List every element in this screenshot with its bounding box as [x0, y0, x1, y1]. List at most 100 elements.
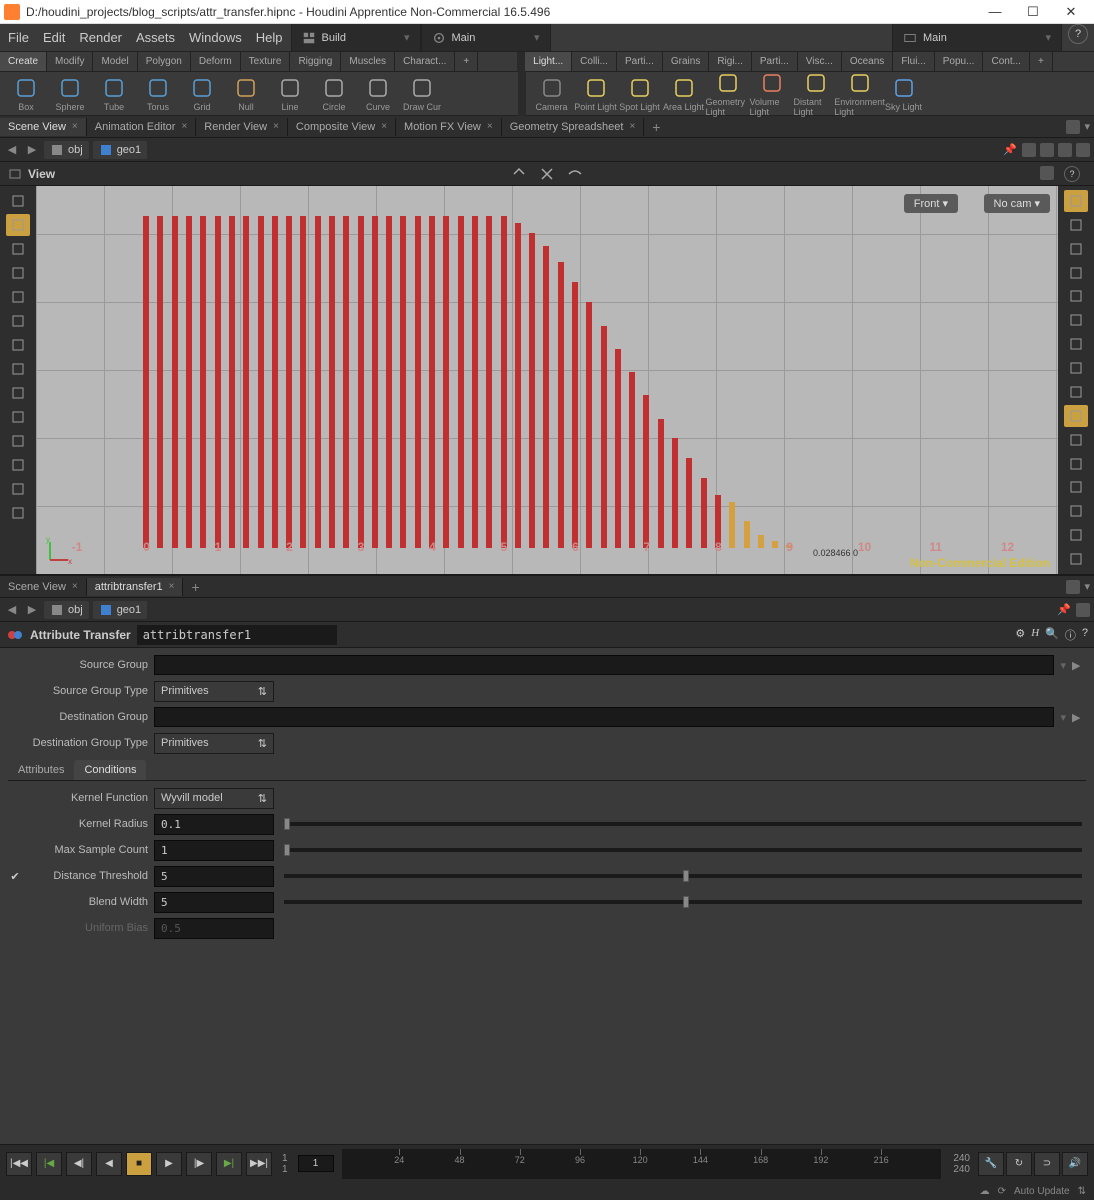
- maximize-button[interactable]: ☐: [1022, 1, 1044, 23]
- pane-tab-render-view[interactable]: Render View×: [196, 118, 288, 136]
- menu-file[interactable]: File: [8, 30, 29, 45]
- nav-back[interactable]: ◀: [4, 142, 20, 158]
- menu-edit[interactable]: Edit: [43, 30, 65, 45]
- view-help-icon[interactable]: ?: [1064, 166, 1080, 182]
- source-group-field[interactable]: [154, 655, 1054, 675]
- tool-environment-light[interactable]: Environment Light: [838, 74, 882, 113]
- vp-left-tools-9[interactable]: [6, 406, 30, 428]
- timeline-ruler[interactable]: 24487296120144168192216: [342, 1149, 942, 1179]
- vp-left-tools-13[interactable]: [6, 502, 30, 524]
- stop-button[interactable]: ■: [126, 1152, 152, 1176]
- vp-left-tools-3[interactable]: [6, 262, 30, 284]
- play-reverse-button[interactable]: ◀: [96, 1152, 122, 1176]
- tool-area-light[interactable]: Area Light: [662, 74, 706, 113]
- kernel-radius-slider[interactable]: [284, 822, 1082, 826]
- search-icon[interactable]: 🔍: [1045, 627, 1059, 643]
- vp-right-tools-4[interactable]: [1064, 286, 1088, 308]
- shelf-add-tab[interactable]: +: [1030, 52, 1053, 71]
- pathbar-icon2[interactable]: [1040, 143, 1054, 157]
- view-right-icon1[interactable]: [1040, 166, 1054, 180]
- distance-threshold-check[interactable]: ✔: [8, 869, 22, 883]
- shelf-tab-muscles[interactable]: Muscles: [341, 52, 395, 71]
- shelf-tab-flui[interactable]: Flui...: [893, 52, 934, 71]
- tool-geometry-light[interactable]: Geometry Light: [706, 74, 750, 113]
- vp-right-tools-8[interactable]: [1064, 381, 1088, 403]
- vp-left-tools-5[interactable]: [6, 310, 30, 332]
- path-geo1[interactable]: geo1: [93, 601, 147, 619]
- context2-selector[interactable]: Main ▾: [892, 24, 1062, 51]
- tool-sky-light[interactable]: Sky Light: [882, 74, 926, 113]
- vp-left-tools-10[interactable]: [6, 430, 30, 452]
- shelf-tab-model[interactable]: Model: [93, 52, 137, 71]
- param-subtab-conditions[interactable]: Conditions: [74, 760, 146, 780]
- tool-draw-cur[interactable]: Draw Cur: [400, 74, 444, 113]
- pathbar-icon4[interactable]: [1076, 143, 1090, 157]
- keyframe-next-button[interactable]: ▶|: [216, 1152, 242, 1176]
- tool-point-light[interactable]: Point Light: [574, 74, 618, 113]
- view-center-icon2[interactable]: [539, 166, 555, 182]
- pane-menu-icon[interactable]: [1066, 580, 1080, 594]
- tool-circle[interactable]: Circle: [312, 74, 356, 113]
- tool-torus[interactable]: Torus: [136, 74, 180, 113]
- range-toggle[interactable]: ⊃: [1034, 1152, 1060, 1176]
- path-obj[interactable]: obj: [44, 601, 89, 619]
- pane-tab-animation-editor[interactable]: Animation Editor×: [87, 118, 197, 136]
- context-selector[interactable]: Main ▾: [421, 24, 551, 51]
- blend-width-input[interactable]: [154, 892, 274, 913]
- shelf-tab-polygon[interactable]: Polygon: [138, 52, 191, 71]
- vp-left-tools-12[interactable]: [6, 478, 30, 500]
- shelf-tab-texture[interactable]: Texture: [241, 52, 291, 71]
- add-tab-button[interactable]: +: [644, 119, 668, 135]
- dest-group-field[interactable]: [154, 707, 1054, 727]
- distance-threshold-input[interactable]: [154, 866, 274, 887]
- close-button[interactable]: ✕: [1060, 1, 1082, 23]
- shelf-tab-parti[interactable]: Parti...: [752, 52, 798, 71]
- tool-camera[interactable]: Camera: [530, 74, 574, 113]
- realtime-toggle[interactable]: 🔧: [978, 1152, 1004, 1176]
- path-obj[interactable]: obj: [44, 141, 89, 159]
- tool-grid[interactable]: Grid: [180, 74, 224, 113]
- view-center-icon3[interactable]: [567, 166, 583, 182]
- tool-box[interactable]: Box: [4, 74, 48, 113]
- cloud-icon[interactable]: ☁: [980, 1186, 990, 1197]
- vp-right-tools-6[interactable]: [1064, 333, 1088, 355]
- vp-left-tools-7[interactable]: [6, 358, 30, 380]
- shelf-tab-rigi[interactable]: Rigi...: [709, 52, 752, 71]
- vp-right-tools-13[interactable]: [1064, 500, 1088, 522]
- hscript-icon[interactable]: H: [1031, 627, 1039, 643]
- lower-pin-icon[interactable]: 📌: [1056, 602, 1072, 618]
- blend-width-slider[interactable]: [284, 900, 1082, 904]
- shelf-tab-rigging[interactable]: Rigging: [290, 52, 341, 71]
- vp-right-tools-14[interactable]: [1064, 524, 1088, 546]
- shelf-tab-cont[interactable]: Cont...: [983, 52, 1029, 71]
- minimize-button[interactable]: —: [984, 1, 1006, 23]
- add-tab-button[interactable]: +: [183, 579, 207, 595]
- tool-curve[interactable]: Curve: [356, 74, 400, 113]
- vp-right-tools-5[interactable]: [1064, 309, 1088, 331]
- menu-help[interactable]: Help: [256, 30, 283, 45]
- dest-group-arrow[interactable]: ▶: [1072, 711, 1086, 724]
- node-name-input[interactable]: [137, 625, 337, 645]
- vp-right-tools-10[interactable]: [1064, 429, 1088, 451]
- shelf-tab-charact[interactable]: Charact...: [395, 52, 455, 71]
- vp-right-tools-1[interactable]: [1064, 214, 1088, 236]
- pin-icon[interactable]: 📌: [1002, 142, 1018, 158]
- tab-close-icon[interactable]: ×: [629, 121, 635, 132]
- tool-volume-light[interactable]: Volume Light: [750, 74, 794, 113]
- vp-left-tools-6[interactable]: [6, 334, 30, 356]
- info-icon[interactable]: ⓘ: [1065, 627, 1076, 643]
- shelf-tab-oceans[interactable]: Oceans: [842, 52, 893, 71]
- pathbar-icon3[interactable]: [1058, 143, 1072, 157]
- tab-close-icon[interactable]: ×: [487, 121, 493, 132]
- tool-tube[interactable]: Tube: [92, 74, 136, 113]
- refresh-icon[interactable]: ⟳: [998, 1186, 1006, 1197]
- max-sample-slider[interactable]: [284, 848, 1082, 852]
- dest-group-type-select[interactable]: Primitives⇅: [154, 733, 274, 754]
- vp-left-tools-8[interactable]: [6, 382, 30, 404]
- tab-close-icon[interactable]: ×: [169, 581, 175, 592]
- lower-nav-back[interactable]: ◀: [4, 602, 20, 618]
- vp-left-tools-4[interactable]: [6, 286, 30, 308]
- goto-last-button[interactable]: ▶▶|: [246, 1152, 272, 1176]
- vp-right-tools-3[interactable]: [1064, 262, 1088, 284]
- view-center-icon1[interactable]: [511, 166, 527, 182]
